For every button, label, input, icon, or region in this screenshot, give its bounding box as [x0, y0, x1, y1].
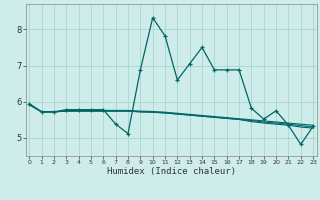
X-axis label: Humidex (Indice chaleur): Humidex (Indice chaleur): [107, 167, 236, 176]
